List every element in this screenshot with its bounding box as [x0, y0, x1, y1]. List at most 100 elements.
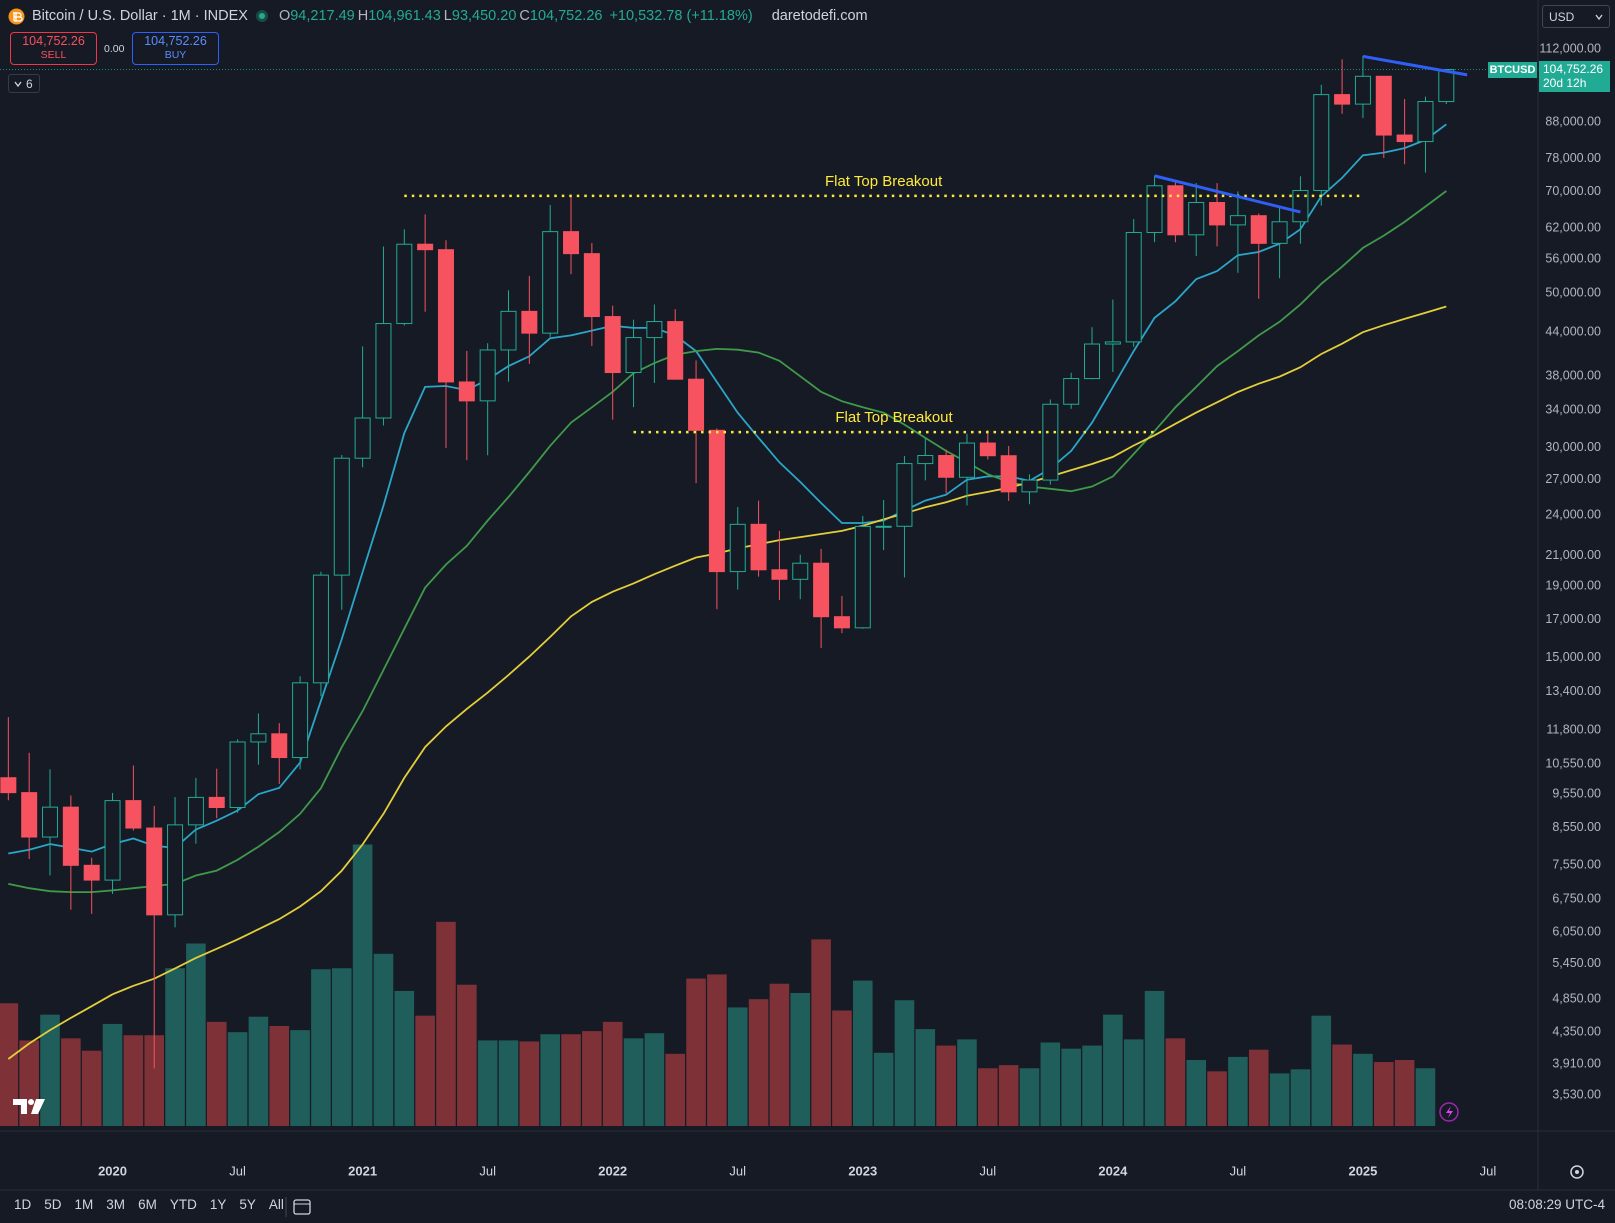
sell-button[interactable]: 104,752.26 SELL: [10, 32, 97, 65]
chevron: [14, 81, 22, 87]
candle-body: [625, 337, 642, 374]
candle-body: [729, 523, 746, 573]
x-tick-label: 2024: [1098, 1163, 1128, 1178]
x-tick-label: Jul: [1230, 1163, 1247, 1178]
alert-icon[interactable]: [1439, 1102, 1459, 1122]
volume-bar: [290, 1030, 310, 1126]
candle-body: [833, 616, 850, 629]
buy-button[interactable]: 104,752.26 BUY: [132, 32, 219, 65]
volume-bar: [227, 1032, 248, 1126]
range-button[interactable]: YTD: [169, 1197, 197, 1212]
volume-bar: [1123, 1039, 1144, 1126]
range-button[interactable]: 1M: [74, 1197, 94, 1212]
x-tick-label: Jul: [980, 1163, 997, 1178]
x-tick-label: Jul: [1480, 1163, 1497, 1178]
clock[interactable]: 08:08:29 UTC-4: [1508, 1197, 1605, 1212]
candle-body: [667, 321, 684, 380]
range-button[interactable]: 1Y: [209, 1197, 227, 1212]
volume-bar: [1165, 1038, 1186, 1126]
candle-body: [708, 429, 725, 573]
y-tick-label: 24,000.00: [1545, 508, 1601, 522]
currency-dropdown[interactable]: USD: [1542, 5, 1610, 28]
candle-body: [292, 682, 309, 759]
ohlc-key: C: [519, 8, 530, 24]
calendar-icon[interactable]: [285, 1197, 311, 1217]
volume-bar: [978, 1068, 998, 1126]
volume-bar: [165, 968, 185, 1126]
moving-average: [8, 190, 1447, 893]
y-tick-label: 27,000.00: [1545, 472, 1601, 486]
annotation-label: Flat Top Breakout: [835, 409, 953, 426]
indicators-toggle[interactable]: 6: [8, 74, 40, 93]
y-tick-label: 11,800.00: [1546, 722, 1601, 736]
moving-average: [8, 123, 1447, 855]
volume-bar: [665, 1053, 686, 1126]
x-tick-label: 2021: [348, 1163, 377, 1178]
candle-body: [250, 733, 267, 743]
candle-body: [1334, 94, 1351, 105]
sell-price: 104,752.26: [22, 34, 85, 48]
symbol-name[interactable]: Bitcoin / U.S. Dollar · 1M · INDEX: [32, 8, 248, 24]
volume-bar: [811, 939, 831, 1126]
y-tick-label: 21,000.00: [1545, 548, 1601, 562]
candle-body: [83, 864, 100, 881]
volume-bar: [373, 953, 394, 1126]
ohlc-values: O94,217.49 H104,961.43 L93,450.20 C104,752.…: [276, 8, 603, 24]
currency: USD: [1549, 9, 1575, 24]
range-button[interactable]: 5D: [44, 1197, 62, 1212]
volume-bar: [1040, 1042, 1061, 1126]
candle-body: [62, 806, 79, 866]
indicators-count: 6: [26, 76, 33, 91]
candle-body: [563, 231, 580, 255]
sell-label: SELL: [40, 49, 67, 61]
candle-body: [979, 442, 996, 457]
chevron: [1595, 14, 1603, 20]
volume-bar: [1290, 1069, 1311, 1126]
y-tick-label: 6,750.00: [1552, 892, 1601, 906]
ohlc-value: 93,450.20: [451, 8, 517, 24]
volume-bar: [852, 980, 873, 1126]
y-tick-label: 5,450.00: [1552, 956, 1601, 970]
candle-body: [1292, 190, 1309, 223]
range-button[interactable]: 5Y: [239, 1197, 256, 1212]
y-tick-label: 38,000.00: [1545, 369, 1601, 383]
y-tick-label: 7,550.00: [1552, 858, 1601, 872]
y-tick-label: 112,000.00: [1539, 42, 1601, 56]
trendline: [1154, 174, 1301, 214]
volume-bar: [1019, 1068, 1040, 1126]
volume-bar: [1207, 1071, 1227, 1126]
candle-body: [1146, 185, 1163, 233]
volume-bar: [206, 1021, 227, 1126]
range-button[interactable]: 1D: [14, 1197, 32, 1212]
y-tick-label: 6,050.00: [1552, 925, 1601, 939]
volume-bar: [1415, 1068, 1436, 1126]
volume-bar: [1353, 1053, 1373, 1126]
candle-body: [958, 442, 975, 478]
candle-body: [1229, 215, 1246, 226]
volume-bar: [1311, 1015, 1332, 1126]
y-tick-label: 3,530.00: [1552, 1088, 1601, 1102]
y-tick-label: 34,000.00: [1545, 402, 1601, 416]
candle-body: [437, 249, 454, 383]
volume-bar: [540, 1034, 560, 1126]
candle-body: [104, 800, 121, 881]
candle-body: [0, 777, 17, 794]
candle-body: [1084, 343, 1101, 380]
candle-body: [333, 457, 350, 576]
volume-bar: [144, 1035, 165, 1126]
ohlc-value: 94,217.49: [290, 8, 355, 24]
range-button[interactable]: 6M: [138, 1197, 157, 1212]
volume-bar: [1394, 1060, 1415, 1126]
settings-icon[interactable]: [1570, 1165, 1584, 1179]
candle-body: [1125, 231, 1142, 343]
candle-body: [583, 253, 600, 318]
volume-bar: [102, 1023, 123, 1126]
range-button[interactable]: All: [268, 1197, 284, 1212]
candle-body: [938, 455, 955, 478]
x-tick-label: 2022: [598, 1163, 627, 1178]
candle-body: [479, 349, 496, 402]
candle-body: [521, 310, 538, 334]
candle-body: [1250, 215, 1267, 244]
x-tick-label: Jul: [479, 1163, 496, 1178]
range-button[interactable]: 3M: [106, 1197, 126, 1212]
